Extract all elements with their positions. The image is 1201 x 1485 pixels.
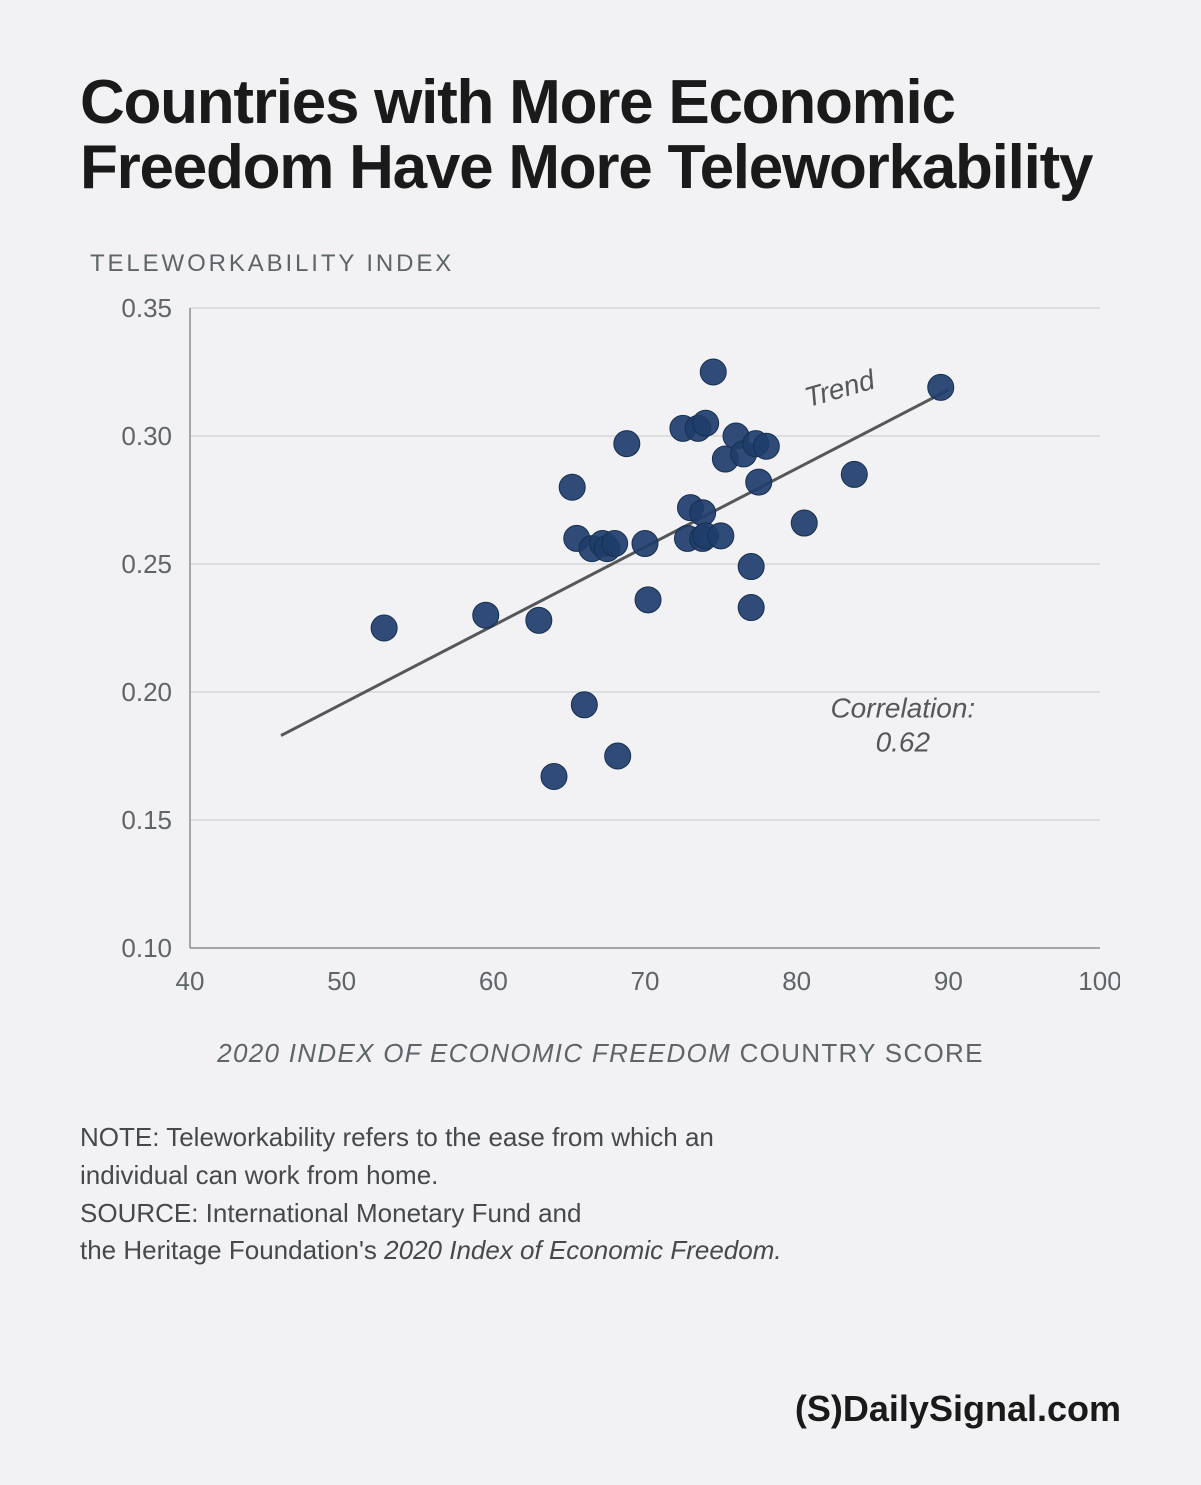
footer-text: DailySignal.com: [843, 1388, 1121, 1429]
trend-label: Trend: [801, 364, 879, 414]
data-point: [700, 359, 726, 385]
y-tick-label: 0.20: [121, 677, 172, 707]
scatter-chart: 0.10 0.15 0.20 0.25 0.30 0.35 40 50 60 70 80 90 100 T…: [80, 298, 1120, 1018]
y-tick-label: 0.10: [121, 933, 172, 963]
data-point: [791, 510, 817, 536]
x-tick-label: 100: [1078, 966, 1120, 996]
data-point: [738, 595, 764, 621]
y-tick-label: 0.35: [121, 298, 172, 323]
data-point: [614, 431, 640, 457]
data-point: [841, 462, 867, 488]
data-point: [693, 410, 719, 436]
data-point: [526, 608, 552, 634]
data-point: [746, 469, 772, 495]
footer-logo-glyph: (S): [795, 1388, 843, 1429]
note-line: individual can work from home.: [80, 1157, 1121, 1195]
x-tick-label: 50: [327, 966, 356, 996]
data-point: [559, 474, 585, 500]
x-axis-title-regular: COUNTRY SCORE: [731, 1038, 984, 1068]
chart-svg: 0.10 0.15 0.20 0.25 0.30 0.35 40 50 60 70 80 90 100 T…: [80, 298, 1120, 1018]
data-point: [928, 375, 954, 401]
data-point: [738, 554, 764, 580]
x-axis-title: 2020 INDEX OF ECONOMIC FREEDOM COUNTRY S…: [80, 1038, 1121, 1069]
x-axis-title-italic: 2020 INDEX OF ECONOMIC FREEDOM: [217, 1038, 731, 1068]
y-axis-title: TELEWORKABILITY INDEX: [90, 250, 1121, 278]
note-line: the Heritage Foundation's 2020 Index of …: [80, 1232, 1121, 1270]
x-tick-label: 40: [176, 966, 205, 996]
data-point: [690, 500, 716, 526]
chart-note: NOTE: Teleworkability refers to the ease…: [80, 1119, 1121, 1270]
correlation-label-1: Correlation:: [830, 693, 975, 724]
data-point: [708, 523, 734, 549]
chart-title: Countries with More Economic Freedom Hav…: [80, 70, 1121, 200]
data-point: [753, 433, 779, 459]
data-point: [371, 615, 397, 641]
data-point: [632, 531, 658, 557]
y-tick-label: 0.25: [121, 549, 172, 579]
x-tick-label: 90: [934, 966, 963, 996]
y-tick-label: 0.15: [121, 805, 172, 835]
y-tick-label: 0.30: [121, 421, 172, 451]
note-line: NOTE: Teleworkability refers to the ease…: [80, 1119, 1121, 1157]
data-point: [541, 764, 567, 790]
x-tick-label: 60: [479, 966, 508, 996]
x-tick-label: 70: [631, 966, 660, 996]
data-point: [473, 602, 499, 628]
footer-credit: (S)DailySignal.com: [795, 1388, 1121, 1430]
data-point: [635, 587, 661, 613]
data-point: [602, 531, 628, 557]
correlation-label-2: 0.62: [876, 727, 931, 758]
note-line: SOURCE: International Monetary Fund and: [80, 1195, 1121, 1233]
data-point: [571, 692, 597, 718]
data-point: [605, 743, 631, 769]
x-tick-label: 80: [782, 966, 811, 996]
